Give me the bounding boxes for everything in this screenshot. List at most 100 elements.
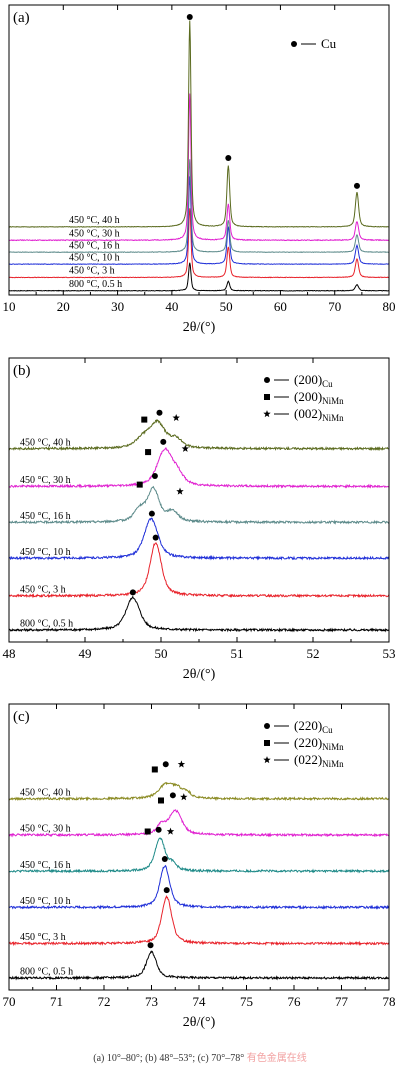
x-tick-label: 10 — [3, 299, 16, 314]
peak-marker-square — [158, 797, 164, 804]
peak-marker-star — [181, 444, 190, 452]
peak-marker-square — [141, 416, 148, 423]
legend-entry: (200)NiMn — [294, 389, 344, 406]
series-label: 450 °C, 10 h — [20, 547, 71, 558]
x-axis-label: 2θ/(°) — [183, 667, 216, 682]
peak-marker-square — [151, 766, 158, 773]
series-line — [8, 176, 390, 266]
series-label: 450 °C, 3 h — [20, 585, 66, 596]
peak-marker-circle — [225, 154, 232, 161]
x-tick-label: 60 — [274, 299, 287, 314]
peak-marker-circle — [162, 761, 169, 768]
series-label: 450 °C, 16 h — [20, 511, 71, 522]
x-tick-label: 73 — [145, 994, 158, 1009]
legend-subscript: Cu — [322, 725, 333, 735]
series-line — [8, 485, 390, 525]
x-tick-label: 52 — [307, 646, 320, 661]
x-tick-label: 50 — [220, 299, 233, 314]
legend-entry: (220)NiMn — [294, 735, 344, 752]
series-line — [8, 159, 390, 254]
peak-marker-circle — [152, 534, 159, 541]
legend-subscript: NiMn — [322, 759, 344, 769]
series-line — [8, 93, 390, 242]
x-tick-label: 71 — [50, 994, 63, 1009]
series-line — [8, 517, 390, 561]
panel-b: 800 °C, 0.5 h 450 °C, 3 h 450 °C, 10 h 450 … — [3, 357, 396, 682]
x-tick-label: 20 — [57, 299, 70, 314]
peak-marker-circle — [186, 13, 193, 20]
x-tick-label: 76 — [288, 994, 302, 1009]
panel-c: 800 °C, 0.5 h 450 °C, 3 h 450 °C, 10 h 450 … — [3, 703, 396, 1030]
watermark: 有色金属在线 — [246, 1053, 307, 1064]
series-label: 450 °C, 30 h — [20, 475, 71, 486]
peak-marker-circle — [156, 409, 163, 416]
legend-marker-circle — [291, 41, 297, 47]
legend-marker-circle — [264, 723, 270, 729]
peak-marker-star — [176, 487, 184, 495]
peak-marker-star — [166, 827, 175, 835]
series-line — [8, 419, 390, 452]
series-line — [8, 809, 390, 838]
series-line — [8, 894, 390, 947]
x-tick-label: 75 — [240, 994, 253, 1009]
series-line — [8, 950, 390, 981]
peak-marker-star — [177, 760, 186, 768]
panel-label: (a) — [13, 10, 30, 26]
peak-marker-circle — [147, 942, 154, 949]
series-label: 450 °C, 10 h — [20, 896, 71, 907]
x-tick-label: 70 — [3, 994, 16, 1009]
peak-marker-circle — [151, 473, 158, 480]
peak-marker-star — [172, 413, 180, 422]
caption-text: (a) 10°–80°; (b) 48°–53°; (c) 70°–78° — [93, 1053, 245, 1064]
x-tick-label: 40 — [165, 299, 178, 314]
legend-marker-star — [263, 410, 271, 418]
series-label: 450 °C, 3 h — [20, 932, 66, 943]
peak-marker-circle — [163, 887, 170, 894]
peak-marker-circle — [155, 826, 162, 833]
series-line — [8, 595, 390, 633]
peak-marker-circle — [161, 856, 168, 863]
x-axis-label: 2θ/(°) — [183, 320, 216, 335]
legend-entry: (200)Cu — [294, 372, 333, 389]
series-label: 450 °C, 40 h — [20, 787, 71, 798]
legend-marker-square — [264, 394, 270, 400]
x-tick-label: 78 — [383, 994, 396, 1009]
x-tick-label: 74 — [193, 994, 207, 1009]
peak-marker-square — [145, 449, 152, 456]
series-label: 450 °C, 40 h — [69, 215, 120, 226]
legend-entry: (002)NiMn — [294, 406, 344, 423]
peak-marker-circle — [129, 589, 136, 596]
series-label: 800 °C, 0.5 h — [20, 967, 73, 978]
series-label: 450 °C, 40 h — [20, 437, 71, 448]
x-tick-label: 30 — [111, 299, 124, 314]
x-tick-label: 77 — [335, 994, 349, 1009]
peak-marker-circle — [160, 438, 167, 445]
series-line — [8, 447, 390, 489]
x-tick-label: 72 — [98, 994, 111, 1009]
series-label: 450 °C, 16 h — [20, 860, 71, 871]
peak-marker-square — [144, 828, 151, 835]
series-line — [8, 542, 390, 599]
series-label: 450 °C, 3 h — [69, 266, 115, 277]
peak-marker-circle — [169, 792, 176, 799]
series-line — [8, 837, 390, 874]
series-line — [8, 781, 390, 802]
legend-entry: (022)NiMn — [294, 752, 344, 769]
x-axis-label: 2θ/(°) — [183, 1015, 216, 1030]
series-line — [8, 262, 390, 292]
series-label: 800 °C, 0.5 h — [69, 279, 122, 290]
legend-marker-square — [264, 740, 270, 746]
series-label: 450 °C, 10 h — [69, 252, 120, 263]
legend-subscript: NiMn — [322, 396, 344, 406]
x-tick-label: 80 — [383, 299, 396, 314]
figure-caption: (a) 10°–80°; (b) 48°–53°; (c) 70°–78° 有色… — [0, 1049, 400, 1064]
legend-subscript: NiMn — [322, 742, 344, 752]
panel-label: (b) — [13, 363, 31, 379]
series-label: 800 °C, 0.5 h — [20, 619, 73, 630]
legend-subscript: Cu — [322, 379, 333, 389]
series-line — [8, 864, 390, 910]
peak-marker-circle — [353, 182, 360, 189]
x-tick-label: 49 — [79, 646, 92, 661]
peak-marker-star — [180, 793, 188, 801]
x-tick-label: 51 — [231, 646, 244, 661]
